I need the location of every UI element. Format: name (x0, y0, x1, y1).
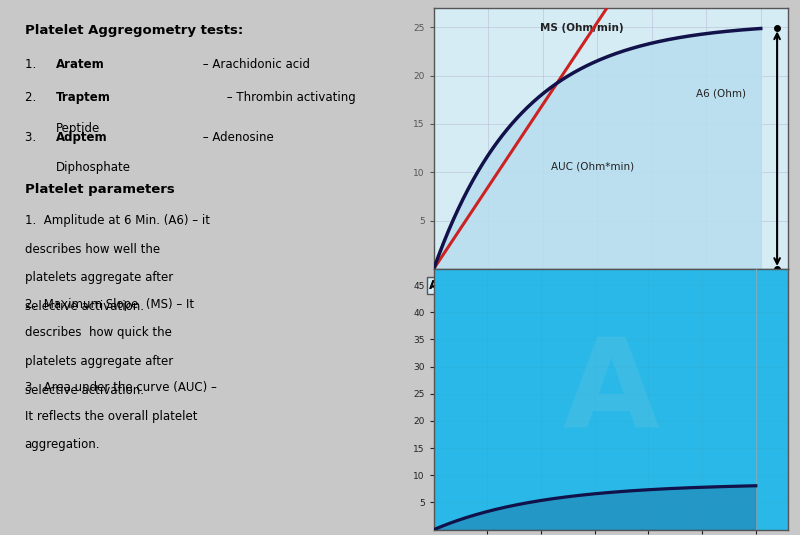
Text: A: A (562, 333, 659, 455)
Text: 1.: 1. (25, 58, 43, 71)
Text: describes  how quick the: describes how quick the (25, 326, 171, 339)
Text: 1.  Amplitude at 6 Min. (A6) – it: 1. Amplitude at 6 Min. (A6) – it (25, 214, 210, 227)
Text: MS (Ohm/min): MS (Ohm/min) (540, 24, 624, 34)
Text: Diphosphate: Diphosphate (56, 161, 131, 174)
Text: – Adenosine: – Adenosine (199, 131, 274, 143)
Text: describes how well the: describes how well the (25, 243, 160, 256)
Text: selective activation.: selective activation. (25, 300, 144, 313)
Text: platelets aggregate after: platelets aggregate after (25, 271, 173, 285)
Text: – Arachidonic acid: – Arachidonic acid (199, 58, 310, 71)
Text: selective activation.: selective activation. (25, 384, 144, 396)
Text: Time (min): Time (min) (739, 285, 788, 294)
Text: A6 (Ohm): A6 (Ohm) (696, 89, 746, 98)
Text: Traptem: Traptem (56, 91, 111, 104)
Text: A: A (429, 279, 438, 292)
Text: aggregation.: aggregation. (25, 438, 100, 452)
Text: It reflects the overall platelet: It reflects the overall platelet (25, 410, 198, 423)
Text: – Thrombin activating: – Thrombin activating (223, 91, 356, 104)
Text: Platelet Aggregometry tests:: Platelet Aggregometry tests: (25, 24, 243, 37)
Text: Aratem: Aratem (56, 58, 105, 71)
Text: 2.  Maximum Slope  (MS) – It: 2. Maximum Slope (MS) – It (25, 297, 194, 310)
Text: Peptide: Peptide (56, 122, 100, 135)
Text: 2.: 2. (25, 91, 43, 104)
Text: Adptem: Adptem (56, 131, 108, 143)
Text: 3.  Area under the curve (AUC) –: 3. Area under the curve (AUC) – (25, 381, 217, 394)
Text: AUC (Ohm*min): AUC (Ohm*min) (550, 162, 634, 172)
Text: 3.: 3. (25, 131, 43, 143)
Text: platelets aggregate after: platelets aggregate after (25, 355, 173, 368)
Text: Platelet parameters: Platelet parameters (25, 183, 174, 196)
